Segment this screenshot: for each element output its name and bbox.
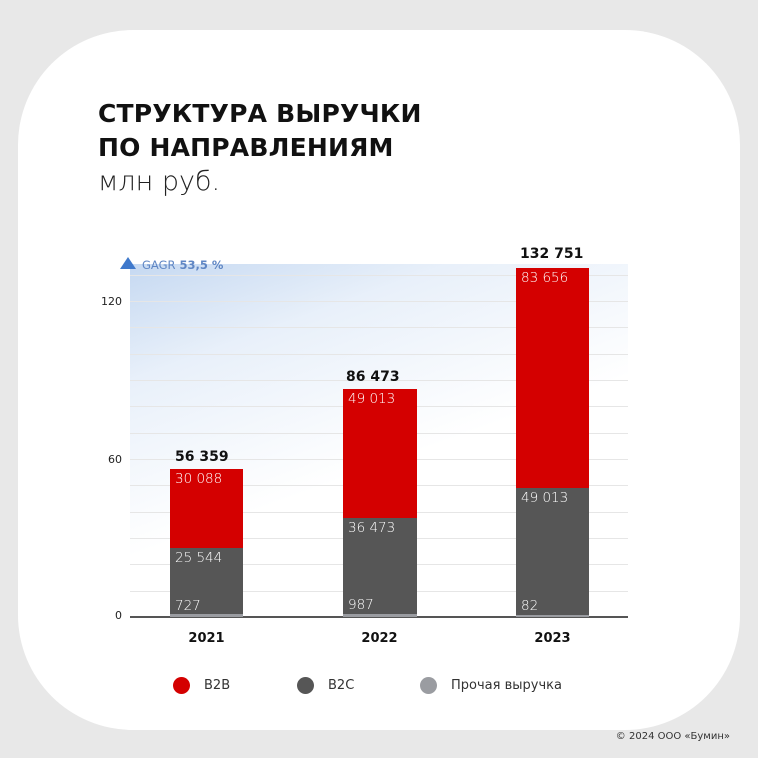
legend-dot-icon bbox=[420, 677, 437, 694]
y-tick-60: 60 bbox=[108, 453, 122, 466]
legend-dot-icon bbox=[297, 677, 314, 694]
legend-item-b2c: B2C bbox=[297, 677, 354, 694]
x-label-2022: 2022 bbox=[361, 631, 398, 646]
segment-value-label-other: 987 bbox=[348, 597, 374, 613]
chart-title: СТРУКТУРА ВЫРУЧКИ ПО НАПРАВЛЕНИЯМ bbox=[98, 97, 422, 165]
segment-value-label: 49 013 bbox=[348, 391, 396, 407]
y-tick-120: 120 bbox=[101, 295, 122, 308]
legend-label: Прочая выручка bbox=[451, 678, 562, 693]
title-line-1: СТРУКТУРА ВЫРУЧКИ bbox=[98, 99, 422, 128]
gridline bbox=[130, 275, 628, 276]
gridline bbox=[130, 354, 628, 355]
bar-segment-b2b: 83 656 bbox=[516, 268, 589, 488]
legend-item-other: Прочая выручка bbox=[420, 677, 562, 694]
bar-segment-b2b: 30 088 bbox=[170, 469, 243, 548]
cagr-annotation: GAGR 53,5 % bbox=[120, 257, 224, 272]
plot-area: 30 088 25 544 727 56 359 49 013 36 473 9… bbox=[130, 240, 628, 618]
segment-value-label: 30 088 bbox=[175, 471, 223, 487]
x-label-2023: 2023 bbox=[534, 631, 571, 646]
y-tick-0: 0 bbox=[115, 609, 122, 622]
segment-value-label: 83 656 bbox=[521, 270, 569, 286]
total-value-label: 132 751 bbox=[520, 246, 584, 262]
legend-dot-icon bbox=[173, 677, 190, 694]
gridline bbox=[130, 301, 628, 302]
title-line-2: ПО НАПРАВЛЕНИЯМ bbox=[98, 133, 394, 162]
segment-value-label: 36 473 bbox=[348, 520, 396, 536]
bar-segment-b2b: 49 013 bbox=[343, 389, 417, 518]
up-triangle-icon bbox=[120, 257, 136, 269]
total-value-label: 86 473 bbox=[346, 369, 400, 385]
segment-value-label-other: 727 bbox=[175, 598, 201, 614]
bar-segment-b2c: 49 013 82 bbox=[516, 488, 589, 615]
bar-segment-other bbox=[170, 614, 243, 617]
gridline bbox=[130, 327, 628, 328]
cagr-label: GAGR bbox=[142, 258, 176, 272]
segment-value-label-other: 82 bbox=[521, 598, 539, 614]
total-value-label: 56 359 bbox=[175, 449, 229, 465]
copyright-footer: © 2024 ООО «Бумин» bbox=[615, 731, 730, 742]
segment-value-label: 49 013 bbox=[521, 490, 569, 506]
legend-item-b2b: B2B bbox=[173, 677, 230, 694]
bar-segment-b2c: 36 473 987 bbox=[343, 518, 417, 614]
gridline bbox=[130, 380, 628, 381]
legend-label: B2B bbox=[204, 678, 231, 693]
bar-segment-b2c: 25 544 727 bbox=[170, 548, 243, 615]
cagr-value: 53,5 % bbox=[179, 258, 224, 272]
bar-segment-other bbox=[343, 614, 417, 617]
chart-subtitle: млн руб. bbox=[98, 166, 221, 197]
x-label-2021: 2021 bbox=[188, 631, 225, 646]
legend-label: B2C bbox=[328, 678, 355, 693]
segment-value-label: 25 544 bbox=[175, 550, 223, 566]
bar-segment-other bbox=[516, 615, 589, 617]
